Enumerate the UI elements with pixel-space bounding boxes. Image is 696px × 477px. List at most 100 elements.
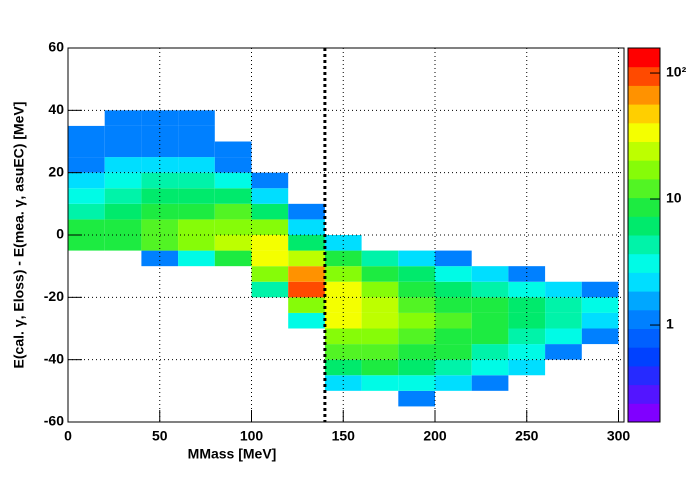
- heatmap-cell: [545, 328, 582, 345]
- y-tick-label: 0: [56, 226, 64, 242]
- colorbar-tick-label: 10²: [666, 64, 687, 80]
- colorbar-band: [628, 403, 660, 423]
- heatmap-cell: [361, 266, 399, 282]
- heatmap-cell: [288, 250, 325, 267]
- heatmap-cell: [361, 328, 399, 345]
- heatmap-cell: [104, 110, 142, 126]
- heatmap-cell: [398, 328, 435, 345]
- x-axis-label: MMass [MeV]: [188, 446, 277, 462]
- heatmap-cell: [288, 297, 325, 313]
- colorbar-band: [628, 347, 660, 367]
- y-tick-label: 60: [48, 39, 64, 55]
- plot-frame: [67, 47, 625, 423]
- heatmap-cell: [178, 219, 215, 235]
- heatmap-cell: [214, 235, 252, 251]
- heatmap-cell: [545, 281, 582, 298]
- colorbar-band: [628, 216, 660, 236]
- y-tick-label: 20: [48, 163, 64, 179]
- colorbar-band: [628, 66, 660, 86]
- heatmap-cell: [178, 157, 215, 173]
- heatmap-cell: [398, 312, 435, 329]
- heatmap-cell: [178, 141, 215, 158]
- heatmap-cell: [68, 141, 105, 158]
- heatmap-cell: [141, 250, 179, 267]
- heatmap-cell: [361, 359, 399, 376]
- colorbar-band: [628, 122, 660, 142]
- heatmap-cell: [68, 219, 105, 235]
- colorbar-tick-label: 1: [666, 316, 674, 332]
- heatmap-cell: [398, 281, 435, 298]
- heatmap-cell: [545, 312, 582, 329]
- heatmap-cell: [361, 297, 399, 313]
- heatmap-cell: [141, 203, 179, 220]
- heatmap-cell: [361, 281, 399, 298]
- heatmap-cell: [288, 281, 325, 298]
- heatmap-cell: [178, 172, 215, 189]
- heatmap-cell: [251, 188, 289, 204]
- colorbar-band: [628, 272, 660, 292]
- heatmap-cell: [68, 157, 105, 173]
- heatmap-cell: [471, 281, 509, 298]
- heatmap-cell: [508, 266, 546, 282]
- heatmap-cell: [178, 235, 215, 251]
- heatmap-cell: [471, 344, 509, 360]
- heatmap-cell: [178, 110, 215, 126]
- colorbar-frame: [627, 47, 661, 423]
- x-tick-label: 300: [607, 428, 631, 444]
- colorbar-band: [628, 141, 660, 161]
- heatmap-cell: [434, 266, 472, 282]
- heatmap-cell: [141, 219, 179, 235]
- heatmap-cell: [471, 266, 509, 282]
- heatmap-cell: [508, 297, 546, 313]
- heatmap-cell: [251, 281, 289, 298]
- colorbar-band: [628, 48, 660, 68]
- colorbar-band: [628, 178, 660, 199]
- colorbar-band: [628, 235, 660, 255]
- heatmap-cell: [68, 203, 105, 220]
- heatmap-cell: [251, 203, 289, 220]
- heatmap-cell: [324, 344, 362, 360]
- heatmap-cell: [251, 235, 289, 251]
- heatmap-cell: [251, 266, 289, 282]
- heatmap-cell: [104, 157, 142, 173]
- heatmap-cell: [434, 344, 472, 360]
- heatmap-cell: [434, 281, 472, 298]
- heatmap-cell: [104, 141, 142, 158]
- heatmap-cell: [471, 375, 509, 391]
- heatmap-cell: [508, 344, 546, 360]
- heatmap-cell: [434, 312, 472, 329]
- heatmap-cell: [288, 312, 325, 329]
- heatmap-cell: [141, 110, 179, 126]
- heatmap-cell: [361, 250, 399, 267]
- heatmap-cell: [508, 359, 546, 376]
- heatmap-cell: [178, 188, 215, 204]
- heatmap-cell: [398, 390, 435, 407]
- heatmap-cell: [214, 141, 252, 158]
- heatmap-cell: [214, 157, 252, 173]
- heatmap-cell: [68, 188, 105, 204]
- heatmap-cell: [398, 375, 435, 391]
- heatmap-cell: [398, 266, 435, 282]
- heatmap-cell: [288, 266, 325, 282]
- heatmap-cell: [471, 359, 509, 376]
- heatmap-cell: [251, 219, 289, 235]
- x-tick-label: 200: [423, 428, 447, 444]
- axes: 0 50 100 150 200 250 300 -60 -40 -20 0 20 40 60 1 10 10²: [44, 39, 687, 444]
- heatmap-cell: [104, 172, 142, 189]
- colorbar-band: [628, 85, 660, 105]
- heatmap-cell: [398, 359, 435, 376]
- heatmap-cell: [251, 250, 289, 267]
- colorbar-tick-label: 10: [666, 190, 682, 206]
- y-tick-label: 40: [48, 101, 64, 117]
- heatmap-cell: [324, 281, 362, 298]
- colorbar-band: [628, 160, 660, 180]
- heatmap-cell: [288, 219, 325, 235]
- x-tick-label: 150: [332, 428, 356, 444]
- heatmap-cell: [361, 375, 399, 391]
- heatmap-cell: [104, 203, 142, 220]
- heatmap-cell: [251, 172, 289, 189]
- heatmap-cell: [288, 235, 325, 251]
- heatmap-cell: [361, 344, 399, 360]
- heatmap-cell: [104, 235, 142, 251]
- heatmap-cell: [581, 328, 619, 345]
